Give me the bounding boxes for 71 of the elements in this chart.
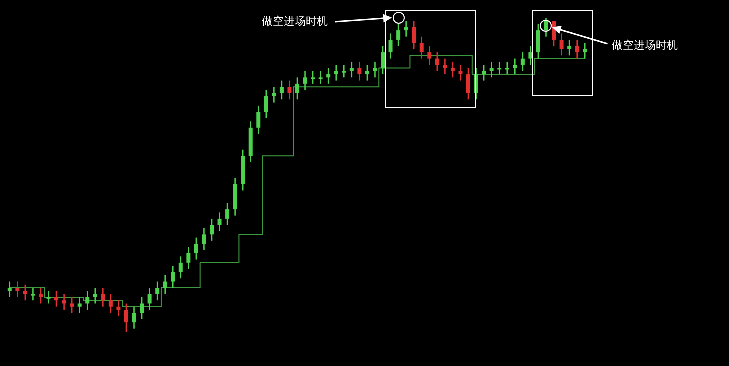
candlestick (171, 265, 176, 289)
candlestick (505, 61, 510, 76)
candlestick (86, 290, 90, 311)
candlestick (358, 61, 362, 82)
candlestick (450, 61, 455, 78)
candlestick (311, 70, 316, 85)
candlestick (31, 287, 36, 302)
candlestick (93, 287, 98, 304)
candlestick (78, 296, 82, 314)
candlestick (350, 61, 354, 78)
candlestick (54, 290, 59, 308)
candlestick (101, 287, 106, 308)
candlestick (396, 24, 401, 47)
text: 做空进场时机 (612, 38, 678, 53)
candlestick (466, 68, 471, 100)
candlestick (365, 64, 370, 82)
candlestick (296, 77, 300, 100)
candlestick (124, 303, 128, 333)
candlestick (373, 61, 378, 78)
candlestick (264, 90, 268, 120)
candlestick (38, 287, 43, 304)
candlestick (186, 246, 191, 270)
candlestick (163, 274, 168, 295)
candlestick (420, 36, 424, 60)
candlestick (498, 61, 502, 76)
candlestick (482, 64, 486, 82)
candlestick (560, 33, 564, 56)
candlestick (70, 296, 74, 314)
candlestick (46, 290, 51, 304)
candlestick (342, 64, 346, 78)
candlestick (458, 64, 463, 82)
candlestick (194, 237, 198, 260)
candlestick (280, 80, 284, 100)
candlestick (326, 68, 331, 85)
candlestick (513, 58, 518, 76)
candlestick (210, 218, 214, 242)
candlestick (334, 64, 338, 82)
candlestick (575, 39, 580, 60)
candlestick (178, 256, 183, 280)
candlestick (272, 86, 276, 104)
candlestick (23, 284, 28, 302)
candlestick (108, 294, 113, 314)
candlestick (435, 52, 440, 72)
candlestick (202, 228, 206, 252)
candlestick (443, 58, 448, 76)
candlestick (288, 80, 292, 100)
candlestick (381, 46, 386, 76)
candlestick (583, 42, 588, 60)
candlestick (148, 287, 152, 311)
annotation: 做空进场时机 (262, 14, 328, 29)
candlestick (412, 20, 416, 50)
candlestick (303, 70, 308, 91)
candlestick (218, 212, 222, 232)
candlestick (156, 281, 160, 302)
candlestick (226, 202, 230, 226)
candlestick (62, 294, 66, 311)
candlestick (8, 281, 12, 298)
candlestick (388, 33, 393, 60)
candlestick (404, 20, 408, 38)
candlestick (536, 24, 540, 60)
candlestick (16, 281, 20, 298)
candlestick (318, 70, 323, 85)
candlestick (520, 52, 525, 72)
candlestick (428, 46, 432, 66)
candlestick (490, 61, 494, 78)
candlestick (116, 300, 121, 317)
candlestick (140, 296, 144, 320)
candlestick (568, 39, 572, 56)
candlestick (256, 105, 261, 135)
candlestick (528, 46, 533, 66)
candlestick (132, 306, 136, 330)
